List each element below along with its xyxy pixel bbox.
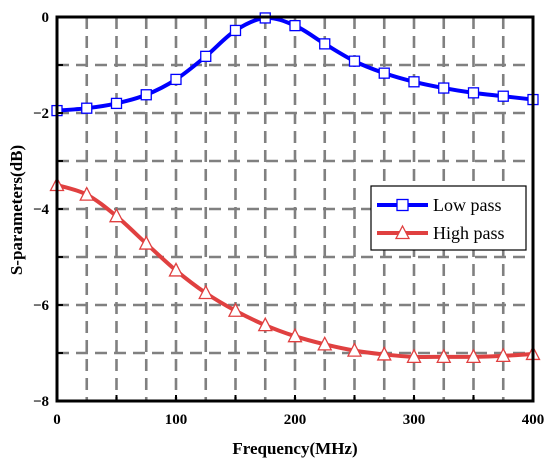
legend-label-high-pass: High pass [433, 223, 505, 243]
data-point-square [438, 82, 450, 94]
data-point-square [200, 50, 212, 63]
x-tick-label: 200 [284, 412, 307, 428]
y-tick-label: −8 [33, 394, 49, 410]
y-tick-label: −4 [33, 202, 50, 218]
y-tick-label: 0 [42, 10, 50, 26]
data-point-square [497, 90, 509, 102]
series-high-pass [49, 176, 541, 363]
legend-marker-square-icon [396, 198, 409, 212]
series-layer [49, 12, 541, 363]
x-tick-label: 300 [403, 412, 426, 428]
x-tick-label: 0 [53, 412, 61, 428]
data-point-square [289, 19, 301, 32]
data-point-triangle [465, 348, 482, 363]
data-point-square [110, 97, 123, 110]
data-point-triangle [168, 262, 184, 277]
data-point-triangle [79, 186, 95, 201]
data-point-triangle [317, 335, 333, 351]
x-tick-label: 400 [522, 412, 545, 428]
grid [57, 17, 533, 401]
data-point-triangle [198, 284, 214, 300]
y-tick-label: −2 [33, 106, 49, 122]
legend-label-low-pass: Low pass [433, 195, 502, 215]
x-tick-label: 100 [165, 412, 188, 428]
data-point-square [408, 76, 420, 88]
data-point-triangle [436, 348, 452, 363]
data-point-triangle [406, 348, 422, 363]
ticks [57, 64, 475, 401]
data-point-triangle [346, 342, 363, 357]
data-point-square [229, 24, 242, 37]
data-point-square [140, 89, 152, 101]
data-point-triangle [495, 347, 511, 363]
series-low-pass [51, 12, 539, 117]
y-axis-title: S-parameters(dB) [7, 145, 26, 275]
legend-box [370, 185, 527, 251]
legend-marker-triangle-icon [394, 224, 411, 240]
data-point-square [467, 87, 480, 99]
data-point-triangle [257, 316, 273, 332]
data-point-square [348, 55, 361, 67]
data-point-square [81, 102, 93, 114]
y-tick-label: −6 [33, 298, 50, 314]
data-point-triangle [108, 207, 125, 223]
legend: Low pass High pass [370, 185, 527, 251]
data-point-square [170, 73, 182, 86]
data-point-triangle [138, 235, 154, 250]
data-point-triangle [227, 302, 244, 317]
data-point-triangle [287, 327, 303, 343]
data-point-square [378, 67, 390, 79]
data-point-triangle [376, 346, 392, 361]
tick-labels: 0 100 200 300 400 0 −2 −4 −6 −8 [33, 10, 544, 428]
data-point-square [319, 38, 331, 50]
x-axis-title: Frequency(MHz) [232, 439, 357, 458]
